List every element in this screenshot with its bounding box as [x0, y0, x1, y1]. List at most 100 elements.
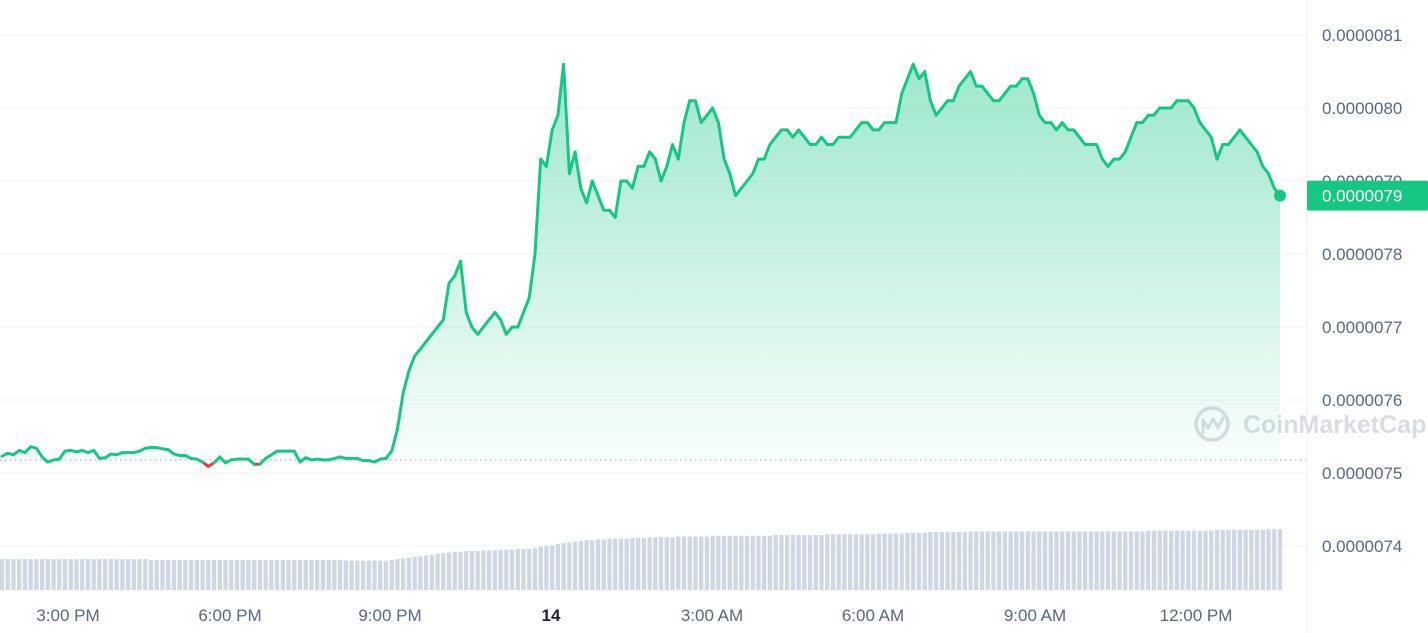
volume-bar	[28, 559, 33, 590]
volume-bar	[630, 537, 635, 590]
volume-bar	[498, 549, 503, 590]
volume-bar	[521, 548, 526, 590]
volume-bar	[601, 539, 606, 590]
volume-bar	[194, 559, 199, 590]
volume-bar	[62, 559, 68, 590]
volume-bar	[1237, 529, 1243, 590]
volume-bar	[848, 534, 853, 590]
volume-bar	[263, 559, 268, 590]
volume-bar	[1077, 531, 1082, 590]
volume-bar	[893, 533, 899, 590]
volume-bar	[1168, 530, 1174, 590]
volume-bar	[131, 559, 136, 590]
volume-bar	[819, 535, 824, 590]
volume-bar	[624, 538, 629, 590]
volume-bar	[1065, 531, 1071, 590]
volume-bar	[676, 536, 681, 590]
volume-bar	[687, 536, 692, 590]
volume-bar	[280, 559, 285, 590]
volume-bar	[1111, 531, 1116, 590]
volume-bar	[309, 559, 314, 590]
volume-bar	[1220, 529, 1225, 590]
volume-bar	[1249, 529, 1254, 590]
volume-bar	[939, 532, 945, 590]
volume-bar	[1083, 531, 1088, 590]
volume-bar	[796, 535, 801, 590]
volume-bar	[1266, 529, 1271, 590]
volume-bar	[956, 532, 962, 590]
volume-bar	[349, 560, 354, 590]
volume-bar	[1191, 530, 1197, 590]
volume-bar	[899, 533, 904, 590]
volume-bar	[114, 559, 119, 590]
volume-bar	[1002, 531, 1008, 590]
volume-bar	[1088, 531, 1094, 590]
y-tick-label: 0.0000080	[1322, 99, 1402, 118]
x-tick-label: 9:00 PM	[358, 606, 421, 625]
volume-bar	[429, 554, 434, 590]
volume-bar	[464, 551, 469, 590]
volume-bar	[681, 536, 687, 590]
volume-bar	[859, 534, 864, 590]
volume-bar	[1277, 529, 1283, 590]
volume-bar	[974, 531, 979, 590]
volume-bar	[922, 532, 927, 590]
volume-bar	[441, 553, 446, 590]
volume-bar	[550, 545, 555, 590]
price-line-above-reference	[0, 62, 1282, 466]
volume-bar	[658, 537, 664, 590]
volume-bar	[1037, 531, 1042, 590]
volume-bar	[561, 543, 566, 590]
volume-bar	[1100, 531, 1105, 590]
volume-bar	[962, 532, 967, 590]
volume-bar	[934, 532, 939, 590]
volume-bar	[166, 559, 171, 590]
volume-bar	[1048, 531, 1053, 590]
y-tick-label: 0.0000081	[1322, 26, 1402, 45]
volume-bar	[320, 559, 326, 590]
x-tick-label: 6:00 PM	[198, 606, 261, 625]
volume-bar	[412, 556, 417, 590]
volume-bar	[269, 559, 274, 590]
volume-bar	[1025, 531, 1030, 590]
x-tick-label: 3:00 AM	[681, 606, 743, 625]
volume-bar	[1134, 531, 1139, 590]
volume-bar	[1180, 530, 1185, 590]
volume-bar	[1186, 530, 1191, 590]
volume-bar	[303, 559, 308, 590]
volume-bar	[555, 543, 561, 590]
x-tick-label: 9:00 AM	[1004, 606, 1066, 625]
volume-bar	[853, 534, 859, 590]
volume-bar	[0, 559, 5, 590]
volume-bar	[584, 540, 589, 590]
volume-bar	[486, 550, 492, 590]
volume-bar	[274, 559, 280, 590]
volume-bar	[492, 550, 498, 590]
volume-bar	[670, 537, 675, 590]
volume-bar	[951, 532, 956, 590]
volume-bar	[206, 559, 211, 590]
volume-bar	[68, 559, 73, 590]
volume-bar	[578, 540, 583, 590]
x-tick-label: 3:00 PM	[36, 606, 99, 625]
volume-bar	[1123, 531, 1128, 590]
volume-bar	[469, 551, 475, 590]
volume-bar	[246, 559, 251, 590]
volume-bar	[103, 559, 108, 590]
price-area-fill	[2, 64, 1280, 467]
volume-bar	[991, 531, 996, 590]
volume-bar	[452, 551, 457, 590]
volume-bar	[865, 534, 870, 590]
volume-bar	[911, 532, 916, 590]
volume-bar	[39, 559, 45, 590]
volume-bar	[1019, 531, 1025, 590]
volume-bar	[177, 559, 182, 590]
volume-bar	[842, 534, 847, 590]
volume-bar	[1146, 530, 1151, 590]
volume-bar	[120, 559, 125, 590]
volume-bar	[653, 537, 658, 590]
volume-bar	[727, 535, 732, 590]
x-tick-label: 6:00 AM	[842, 606, 904, 625]
volume-bar	[1254, 529, 1260, 590]
